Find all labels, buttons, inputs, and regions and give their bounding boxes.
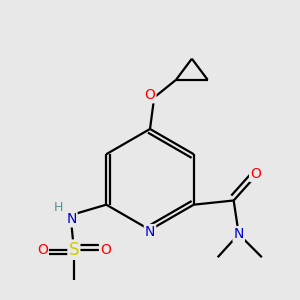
Text: O: O: [145, 88, 155, 102]
Text: N: N: [145, 225, 155, 239]
Text: S: S: [69, 241, 79, 259]
Text: N: N: [233, 227, 244, 241]
Text: N: N: [66, 212, 76, 226]
Text: O: O: [250, 167, 261, 181]
Text: O: O: [37, 243, 48, 257]
Text: O: O: [100, 243, 111, 257]
Text: H: H: [54, 201, 63, 214]
